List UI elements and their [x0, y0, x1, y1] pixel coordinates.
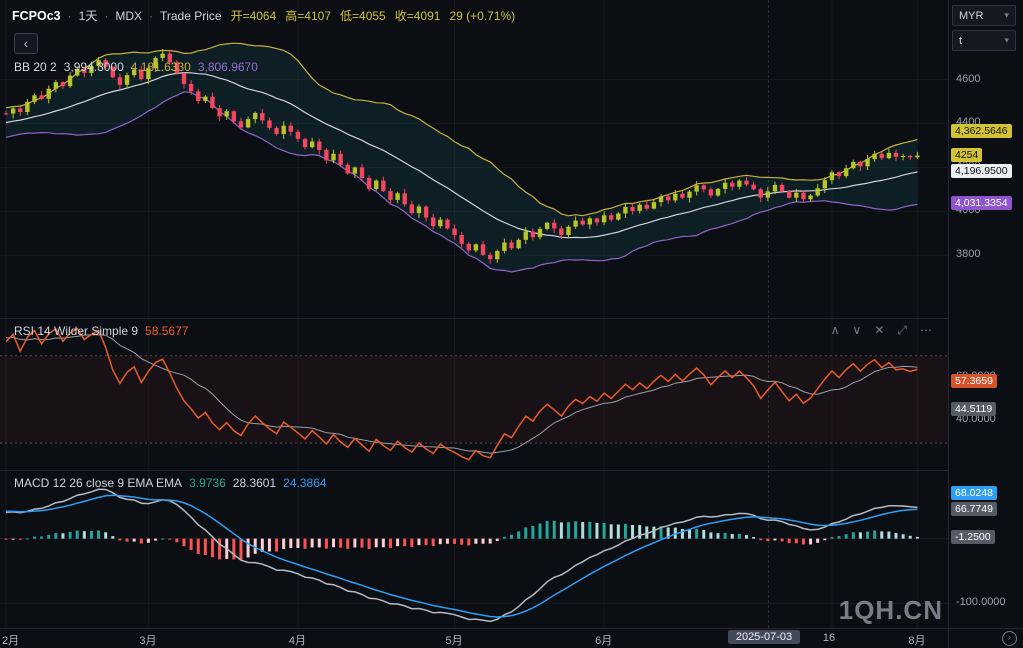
more-options-icon[interactable]: ⋯: [920, 323, 932, 338]
macd-hist-value: 3.9736: [189, 476, 226, 490]
rsi-pane[interactable]: RSI 14 Wilder Simple 9 58.5677 ∧ ∨ ✕ ⤢ ⋯: [0, 318, 948, 471]
bb-basis-badge: 4,196.9500: [951, 164, 1012, 178]
rsi-grid: [0, 319, 948, 471]
rsi-ma-badge: 44.5119: [951, 402, 996, 416]
bb-lower-value: 3,806.9670: [198, 60, 258, 74]
ohlc-low: 低=4055: [340, 7, 386, 24]
axis-tick-label: 3800: [956, 248, 980, 260]
price-chart-canvas[interactable]: [0, 0, 948, 318]
ohlc-open: 开=4064: [231, 7, 277, 24]
time-axis-label: 6月: [595, 632, 612, 648]
ohlc-close: 收=4091: [395, 7, 441, 24]
price-axis-pane[interactable]: MYR ▾ t ▾ 460044004200400038004,362.5646…: [948, 0, 1023, 628]
axis-tick-label: 4600: [956, 73, 980, 85]
bb-upper-value: 4,181.6330: [131, 60, 191, 74]
ohlc-high: 高=4107: [285, 7, 331, 24]
axis-tick-label: -100.0000: [956, 596, 1006, 608]
caret-down-icon: ▾: [1004, 35, 1009, 46]
time-axis-label: 5月: [446, 632, 463, 648]
interval-label[interactable]: 1天: [79, 7, 98, 24]
crosshair-date-badge: 2025-07-03: [728, 630, 800, 644]
macd-lines: [6, 489, 917, 621]
bb-title: BB 20 2: [14, 60, 57, 74]
macd-line-value: 28.3601: [233, 476, 276, 490]
scroll-to-latest-icon[interactable]: ›: [1002, 631, 1017, 646]
pane-controls: ∧ ∨ ✕ ⤢ ⋯: [831, 323, 932, 338]
macd-title: MACD 12 26 close 9 EMA EMA: [14, 476, 182, 490]
series-type-label: Trade Price: [160, 9, 222, 23]
crosshair-vertical-line: [768, 0, 769, 628]
time-axis-label: 4月: [289, 632, 306, 648]
close-icon[interactable]: ✕: [874, 323, 884, 338]
macd-hist-badge: -1.2500: [951, 530, 995, 544]
macd-pane[interactable]: MACD 12 26 close 9 EMA EMA 3.9736 28.360…: [0, 470, 948, 629]
rsi-value: 58.5677: [145, 324, 188, 338]
symbol-name[interactable]: FCPOc3: [12, 9, 61, 23]
back-button[interactable]: ‹: [14, 33, 38, 54]
chevron-up-icon[interactable]: ∧: [831, 323, 840, 338]
chevron-down-icon[interactable]: ∨: [853, 323, 862, 338]
exchange-label: MDX: [115, 9, 142, 23]
rsi-chart-canvas[interactable]: [0, 319, 948, 471]
time-axis-label: 16: [823, 632, 835, 644]
bb-indicator-legend[interactable]: BB 20 2 3,994.3000 4,181.6330 3,806.9670: [14, 60, 258, 74]
trading-chart-window: FCPOc3 · 1天 · MDX · Trade Price 开=4064 高…: [0, 0, 1023, 648]
last-price-badge: 4254: [951, 148, 982, 162]
time-axis-label: 8月: [908, 632, 925, 648]
macd-chart-canvas[interactable]: [0, 471, 948, 629]
separator-dot: ·: [149, 9, 153, 23]
bb-basis-value: 3,994.3000: [64, 60, 124, 74]
axis-corner: ›: [948, 628, 1023, 648]
currency-selector[interactable]: MYR ▾: [952, 5, 1016, 26]
unit-label: t: [959, 35, 962, 47]
currency-label: MYR: [959, 10, 983, 22]
macd-grid: [0, 471, 948, 629]
macd-histogram: [5, 521, 919, 560]
time-axis-label: 2月: [2, 632, 19, 648]
rsi-value-badge: 57.3659: [951, 374, 997, 388]
macd-signal-value: 24.3864: [283, 476, 326, 490]
unit-selector[interactable]: t ▾: [952, 30, 1016, 51]
bb-lower-badge: 4,031.3354: [951, 196, 1012, 210]
rsi-indicator-legend[interactable]: RSI 14 Wilder Simple 9 58.5677: [14, 324, 188, 338]
change-label: 29 (+0.71%): [449, 9, 515, 23]
rsi-title: RSI 14 Wilder Simple 9: [14, 324, 138, 338]
macd-line-badge: 66.7749: [951, 502, 997, 516]
macd-signal-badge: 68.0248: [951, 486, 997, 500]
maximize-icon[interactable]: ⤢: [897, 323, 907, 338]
macd-indicator-legend[interactable]: MACD 12 26 close 9 EMA EMA 3.9736 28.360…: [14, 476, 327, 490]
time-axis[interactable]: 2月 3月 4月 5月 6月 16 8月 2025-07-03: [0, 628, 948, 648]
price-pane[interactable]: FCPOc3 · 1天 · MDX · Trade Price 开=4064 高…: [0, 0, 948, 318]
separator-dot: ·: [68, 9, 72, 23]
caret-down-icon: ▾: [1004, 10, 1009, 21]
symbol-header: FCPOc3 · 1天 · MDX · Trade Price 开=4064 高…: [12, 7, 515, 24]
bb-upper-badge: 4,362.5646: [951, 124, 1012, 138]
watermark: 1QH.CN: [839, 595, 943, 626]
separator-dot: ·: [104, 9, 108, 23]
time-axis-label: 3月: [139, 632, 156, 648]
